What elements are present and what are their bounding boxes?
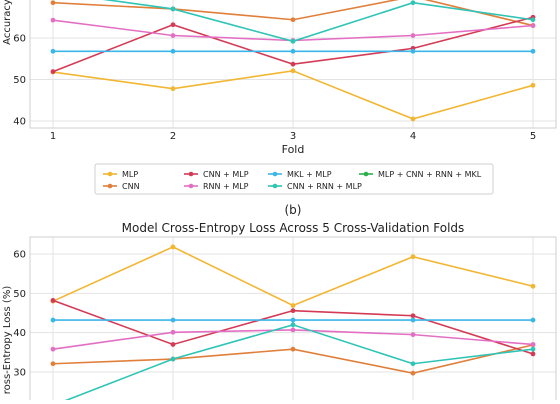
panel-label-b: (b)	[285, 203, 302, 217]
accuracy-point-mkl-mlp	[170, 48, 176, 54]
accuracy-point-mlp	[410, 116, 416, 122]
legend: MLP CNN CNN + MLP RNN + MLP MKL + MLP CNN + R…	[94, 163, 494, 195]
legend-marker-rnn-mlp	[188, 183, 194, 189]
loss-chart: 30 40 50 60 ross-Entropy Loss (%)	[2, 236, 557, 404]
loss-point-cnn-rnn-mlp	[410, 361, 416, 367]
loss-point-cnn	[410, 370, 416, 376]
accuracy-point-cnn	[290, 17, 296, 23]
legend-marker-cnn	[107, 183, 113, 189]
loss-point-cnn-rnn-mlp	[170, 356, 176, 362]
accuracy-point-cnn-mlp	[50, 69, 56, 75]
accuracy-x-tick-label: 1	[50, 131, 56, 142]
loss-point-rnn-mlp	[530, 342, 536, 347]
accuracy-point-mlp	[530, 82, 536, 88]
accuracy-point-mlp	[170, 86, 176, 92]
accuracy-x-tick-label: 3	[290, 131, 296, 142]
accuracy-point-cnn-mlp	[170, 22, 176, 28]
loss-point-mkl-mlp	[170, 317, 176, 323]
accuracy-x-ticks: 1 2 3 4 5	[50, 131, 536, 142]
accuracy-point-cnn-rnn-mlp	[170, 6, 176, 12]
accuracy-point-cnn-rnn-mlp	[530, 17, 536, 23]
accuracy-point-mlp	[290, 68, 296, 74]
legend-label-mlp-cnn-rnn-mkl: MLP + CNN + RNN + MKL	[378, 170, 482, 179]
loss-point-rnn-mlp	[410, 332, 416, 338]
loss-series	[50, 244, 536, 400]
legend-label-mlp: MLP	[122, 170, 138, 179]
legend-marker-mkl-mlp	[272, 171, 278, 177]
accuracy-point-rnn-mlp	[50, 17, 56, 23]
accuracy-y-tick-label: 50	[13, 75, 26, 86]
accuracy-x-axis-label: Fold	[282, 143, 305, 156]
accuracy-point-mkl-mlp	[530, 48, 536, 54]
accuracy-plot-frame	[29, 0, 557, 129]
accuracy-point-rnn-mlp	[530, 23, 536, 28]
accuracy-y-tick-label: 40	[13, 117, 26, 128]
accuracy-y-ticks: 40 50 60	[13, 34, 26, 128]
legend-label-cnn: CNN	[122, 182, 140, 191]
loss-chart-title: Model Cross-Entropy Loss Across 5 Cross-…	[122, 221, 465, 235]
accuracy-point-cnn-rnn-mlp	[410, 0, 416, 6]
accuracy-point-rnn-mlp	[410, 33, 416, 38]
loss-point-cnn-rnn-mlp	[290, 322, 296, 328]
legend-label-cnn-rnn-mlp: CNN + RNN + MLP	[287, 182, 362, 191]
accuracy-x-tick-label: 2	[170, 131, 176, 142]
accuracy-point-cnn-rnn-mlp	[290, 38, 296, 44]
loss-y-tick-label: 50	[13, 289, 26, 300]
legend-marker-cnn-rnn-mlp	[272, 183, 278, 189]
legend-label-cnn-mlp: CNN + MLP	[203, 170, 249, 179]
loss-point-mlp	[290, 303, 296, 308]
accuracy-x-tick-label: 4	[410, 131, 416, 142]
loss-point-cnn-mlp	[530, 351, 536, 357]
loss-point-mlp	[410, 254, 416, 260]
loss-point-mkl-mlp	[530, 317, 536, 323]
accuracy-point-mkl-mlp	[50, 48, 56, 54]
loss-point-cnn-mlp	[170, 342, 176, 347]
legend-marker-mlp	[107, 171, 113, 177]
loss-point-cnn	[50, 361, 56, 367]
loss-point-cnn-mlp	[410, 313, 416, 319]
loss-point-rnn-mlp	[50, 346, 56, 352]
loss-point-cnn-mlp	[50, 298, 56, 303]
accuracy-y-tick-label: 60	[13, 34, 26, 45]
legend-marker-mlp-cnn-rnn-mkl	[363, 171, 369, 177]
accuracy-chart: 40 50 60 1 2 3 4 5 Accuracy Fold	[2, 0, 557, 156]
loss-y-tick-label: 30	[13, 368, 26, 379]
loss-point-cnn	[290, 346, 296, 352]
loss-point-mkl-mlp	[290, 317, 296, 323]
loss-point-mlp	[530, 283, 536, 289]
loss-point-cnn-mlp	[290, 308, 296, 314]
accuracy-point-rnn-mlp	[170, 33, 176, 38]
loss-point-mkl-mlp	[410, 317, 416, 323]
accuracy-point-cnn-mlp	[290, 61, 296, 67]
accuracy-series	[50, 0, 536, 122]
accuracy-x-tick-label: 5	[530, 131, 536, 142]
accuracy-point-cnn	[50, 0, 56, 6]
accuracy-y-axis-label: Accuracy	[2, 0, 13, 45]
loss-point-rnn-mlp	[290, 327, 296, 333]
loss-point-cnn-rnn-mlp	[530, 346, 536, 352]
accuracy-point-mkl-mlp	[410, 48, 416, 54]
loss-plot-frame	[29, 236, 557, 404]
legend-marker-cnn-mlp	[188, 171, 194, 177]
loss-y-tick-label: 60	[13, 250, 26, 261]
loss-y-tick-label: 40	[13, 328, 26, 339]
legend-label-mkl-mlp: MKL + MLP	[287, 170, 332, 179]
loss-point-mlp	[170, 244, 176, 250]
loss-point-rnn-mlp	[170, 329, 176, 335]
accuracy-point-mkl-mlp	[290, 48, 296, 54]
legend-label-rnn-mlp: RNN + MLP	[203, 182, 249, 191]
loss-point-mkl-mlp	[50, 317, 56, 323]
loss-y-axis-label: ross-Entropy Loss (%)	[2, 286, 13, 395]
loss-y-ticks: 30 40 50 60	[13, 250, 26, 379]
